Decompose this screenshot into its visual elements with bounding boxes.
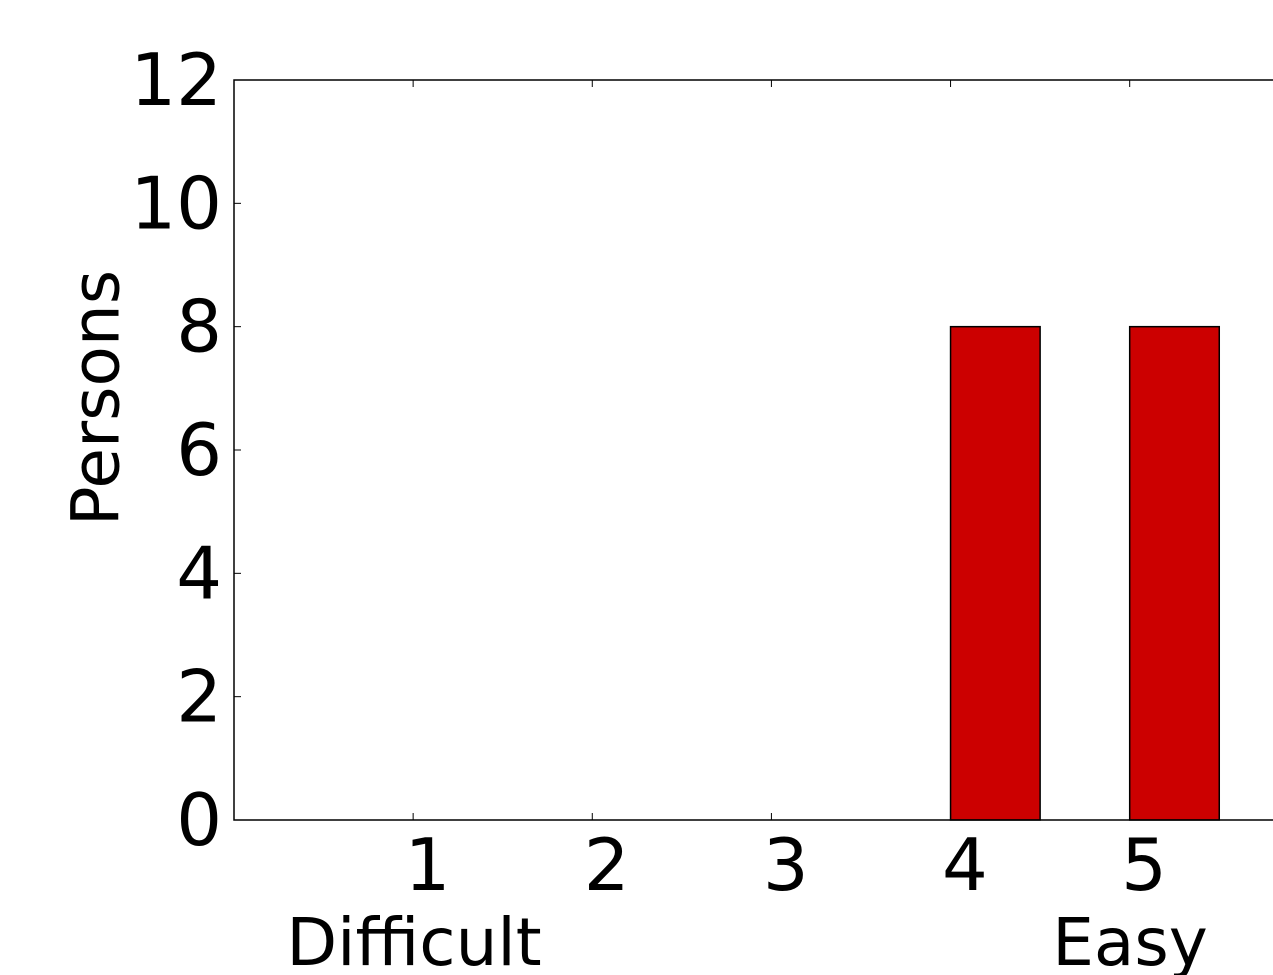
y-tick-label: 10 bbox=[130, 161, 222, 245]
y-tick-label: 0 bbox=[176, 778, 222, 862]
axes-frame bbox=[233, 79, 1273, 821]
x-label-easy: Easy bbox=[1052, 904, 1208, 975]
y-axis-ticks: 0 2 4 6 8 10 12 bbox=[130, 38, 241, 862]
x-axis-ticks: 1 2 3 4 5 bbox=[405, 80, 1167, 907]
x-tick-label: 2 bbox=[584, 823, 630, 907]
y-tick-label: 4 bbox=[176, 531, 222, 615]
x-tick-label: 3 bbox=[763, 823, 809, 907]
y-tick-label: 2 bbox=[176, 655, 222, 739]
x-label-difficult: Difficult bbox=[286, 904, 541, 975]
bar-4 bbox=[949, 325, 1041, 821]
y-tick-label: 8 bbox=[176, 285, 222, 369]
x-tick-label: 1 bbox=[405, 823, 451, 907]
x-tick-label: 4 bbox=[942, 823, 988, 907]
y-axis-label: Persons bbox=[58, 270, 135, 526]
y-tick-label: 6 bbox=[176, 408, 222, 492]
bar-5 bbox=[1128, 325, 1221, 821]
x-tick-label: 5 bbox=[1121, 823, 1167, 907]
bars-group bbox=[949, 325, 1221, 821]
y-tick-label: 12 bbox=[130, 38, 222, 122]
